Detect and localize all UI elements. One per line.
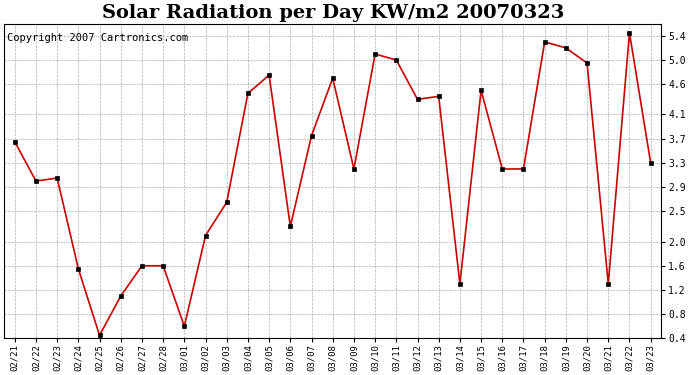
Title: Solar Radiation per Day KW/m2 20070323: Solar Radiation per Day KW/m2 20070323 bbox=[101, 4, 564, 22]
Text: Copyright 2007 Cartronics.com: Copyright 2007 Cartronics.com bbox=[8, 33, 188, 43]
